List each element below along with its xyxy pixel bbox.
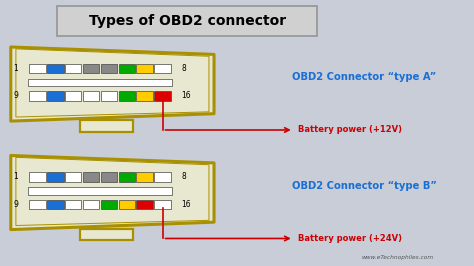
FancyBboxPatch shape xyxy=(83,200,100,209)
Text: 8: 8 xyxy=(182,172,186,181)
FancyBboxPatch shape xyxy=(83,64,100,73)
FancyBboxPatch shape xyxy=(47,200,64,209)
FancyBboxPatch shape xyxy=(118,172,135,182)
FancyBboxPatch shape xyxy=(137,64,153,73)
FancyBboxPatch shape xyxy=(100,64,117,73)
FancyBboxPatch shape xyxy=(155,172,171,182)
FancyBboxPatch shape xyxy=(83,172,100,182)
FancyBboxPatch shape xyxy=(155,200,171,209)
FancyBboxPatch shape xyxy=(27,187,173,195)
FancyBboxPatch shape xyxy=(47,172,64,182)
Text: OBD2 Connector “type A”: OBD2 Connector “type A” xyxy=(292,72,437,82)
FancyBboxPatch shape xyxy=(118,91,135,101)
FancyBboxPatch shape xyxy=(100,91,117,101)
FancyBboxPatch shape xyxy=(80,229,133,240)
FancyBboxPatch shape xyxy=(137,91,153,101)
Text: Types of OBD2 connector: Types of OBD2 connector xyxy=(89,14,286,28)
FancyBboxPatch shape xyxy=(65,200,82,209)
FancyBboxPatch shape xyxy=(83,91,100,101)
FancyBboxPatch shape xyxy=(29,172,46,182)
FancyBboxPatch shape xyxy=(57,6,318,36)
FancyBboxPatch shape xyxy=(47,91,64,101)
Text: Battery power (+12V): Battery power (+12V) xyxy=(299,126,402,135)
FancyBboxPatch shape xyxy=(27,79,173,86)
FancyBboxPatch shape xyxy=(29,91,46,101)
FancyBboxPatch shape xyxy=(100,172,117,182)
FancyBboxPatch shape xyxy=(155,91,171,101)
FancyBboxPatch shape xyxy=(137,172,153,182)
Text: Battery power (+24V): Battery power (+24V) xyxy=(299,234,402,243)
FancyBboxPatch shape xyxy=(118,64,135,73)
FancyBboxPatch shape xyxy=(100,200,117,209)
Text: www.eTechnophiles.com: www.eTechnophiles.com xyxy=(362,255,434,260)
FancyBboxPatch shape xyxy=(47,64,64,73)
FancyBboxPatch shape xyxy=(65,64,82,73)
FancyBboxPatch shape xyxy=(137,200,153,209)
Text: OBD2 Connector “type B”: OBD2 Connector “type B” xyxy=(292,181,437,191)
FancyBboxPatch shape xyxy=(155,64,171,73)
Text: 9: 9 xyxy=(14,92,18,100)
FancyBboxPatch shape xyxy=(29,200,46,209)
Text: 16: 16 xyxy=(182,200,191,209)
FancyBboxPatch shape xyxy=(65,91,82,101)
FancyBboxPatch shape xyxy=(80,120,133,131)
FancyBboxPatch shape xyxy=(118,200,135,209)
Text: 16: 16 xyxy=(182,92,191,100)
Text: 1: 1 xyxy=(14,172,18,181)
Text: 9: 9 xyxy=(14,200,18,209)
Polygon shape xyxy=(11,156,214,230)
Text: 1: 1 xyxy=(14,64,18,73)
FancyBboxPatch shape xyxy=(65,172,82,182)
FancyBboxPatch shape xyxy=(29,64,46,73)
Polygon shape xyxy=(11,47,214,121)
Text: 8: 8 xyxy=(182,64,186,73)
